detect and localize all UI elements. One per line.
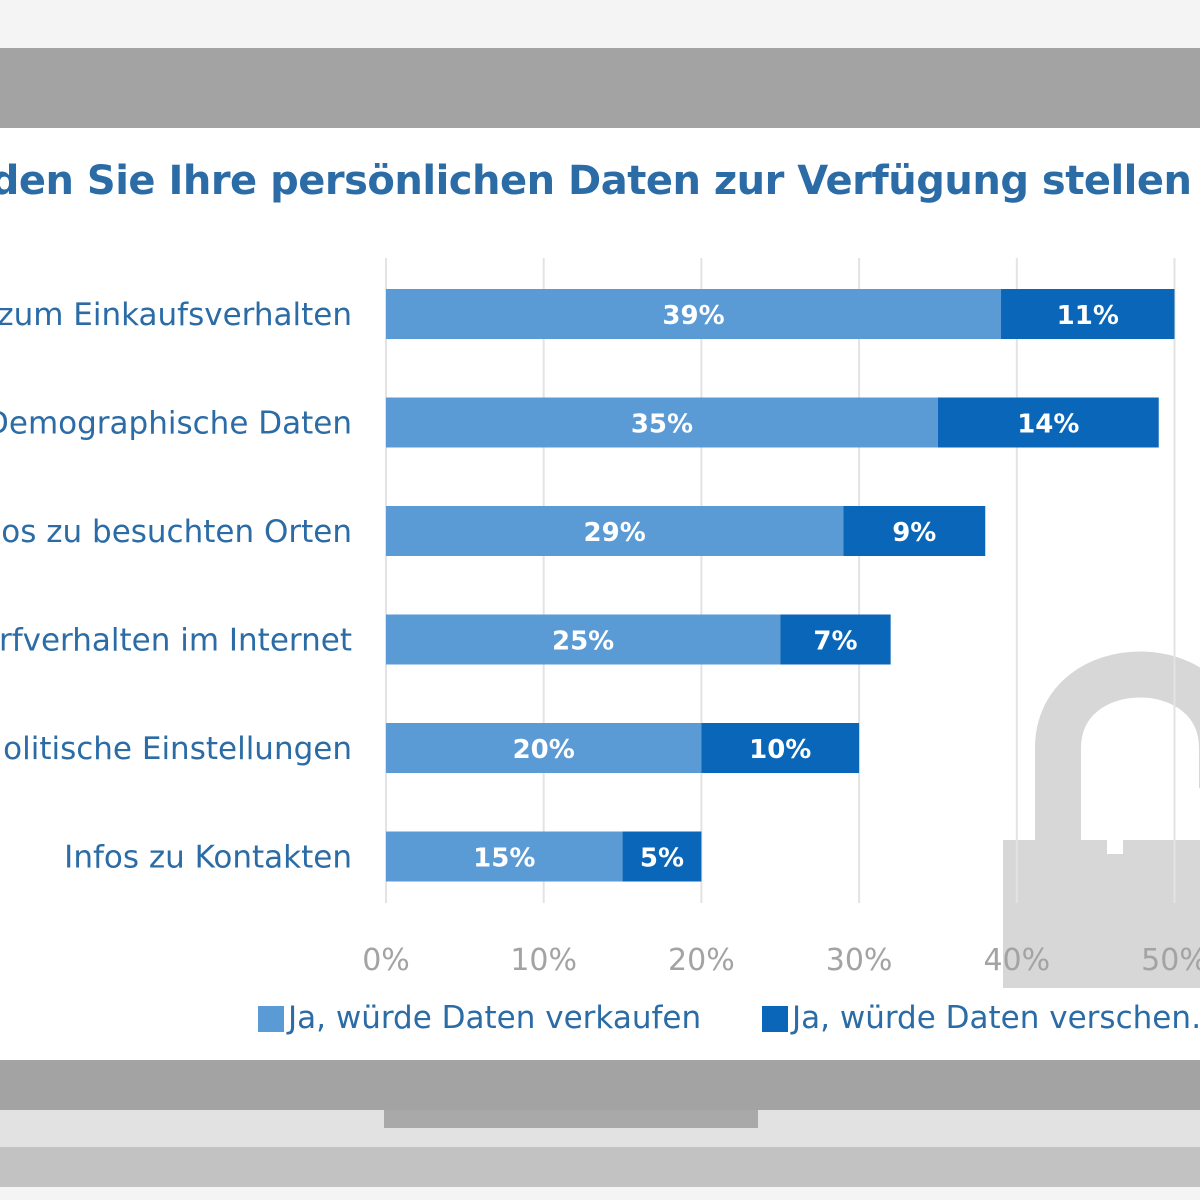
laptop-bezel-top — [0, 48, 1200, 128]
bar-value-label: 20% — [513, 735, 575, 765]
category-label: Infos zu Kontakten — [64, 840, 352, 876]
bar-verkaufen — [386, 397, 938, 448]
bar-value-label: 15% — [473, 844, 535, 874]
laptop-base-foot — [0, 1147, 1200, 1187]
bar-verkaufen — [386, 614, 781, 665]
category-label: …rfverhalten im Internet — [0, 623, 352, 659]
bar-verschenken — [1001, 289, 1175, 339]
open-padlock-icon — [1003, 651, 1200, 988]
category-label: …olitische Einstellungen — [0, 731, 352, 767]
bar-value-label: 5% — [640, 844, 684, 874]
x-tick-label: 0% — [362, 943, 410, 978]
x-tick-label: 50% — [1141, 943, 1200, 978]
bar-verschenken — [780, 614, 891, 665]
chart-title: …rden Sie Ihre persönlichen Daten zur Ve… — [0, 158, 1192, 204]
category-label: Demographische Daten — [0, 406, 352, 442]
bar-verkaufen — [386, 831, 623, 882]
laptop-screen: …rden Sie Ihre persönlichen Daten zur Ve… — [0, 128, 1200, 1060]
x-tick-label: 20% — [668, 943, 735, 978]
bar-value-label: 39% — [662, 301, 724, 331]
legend-swatch — [762, 1006, 788, 1032]
bar-value-label: 14% — [1017, 410, 1079, 440]
x-tick-label: 30% — [826, 943, 893, 978]
lock-shackle — [1035, 651, 1200, 844]
bar-verschenken — [843, 506, 986, 556]
x-tick-label: 40% — [983, 943, 1050, 978]
legend-label: Ja, würde Daten verschen… — [790, 1000, 1200, 1036]
bar-value-label: 25% — [552, 627, 614, 657]
bar-value-label: 9% — [892, 518, 936, 548]
bar-verkaufen — [386, 289, 1002, 339]
chart: 39% 11% 35% 14% 29% 9% 25% 7% 20% 10% 15% 5% …zum E… — [0, 258, 1200, 1036]
x-tick-label: 10% — [510, 943, 577, 978]
legend-label: Ja, würde Daten verkaufen — [286, 1000, 701, 1036]
bar-value-label: 10% — [749, 735, 811, 765]
bar-verschenken — [622, 831, 702, 882]
bar-verschenken — [701, 723, 860, 773]
lock-keyhole-slot — [1107, 810, 1123, 854]
category-label: …zum Einkaufsverhalten — [0, 297, 352, 333]
laptop-bezel-bottom — [0, 1060, 1200, 1110]
category-label: …os zu besuchten Orten — [0, 514, 352, 550]
bar-value-label: 11% — [1057, 301, 1119, 331]
bar-verschenken — [937, 397, 1159, 448]
bar-value-label: 29% — [584, 518, 646, 548]
bar-value-label: 35% — [631, 410, 693, 440]
bar-verkaufen — [386, 506, 844, 556]
lock-body — [1003, 840, 1200, 988]
legend-swatch — [258, 1006, 284, 1032]
lock-keyhole — [1090, 783, 1140, 833]
laptop-base-notch — [384, 1110, 758, 1128]
bar-value-label: 7% — [813, 627, 857, 657]
bar-verkaufen — [386, 723, 702, 773]
